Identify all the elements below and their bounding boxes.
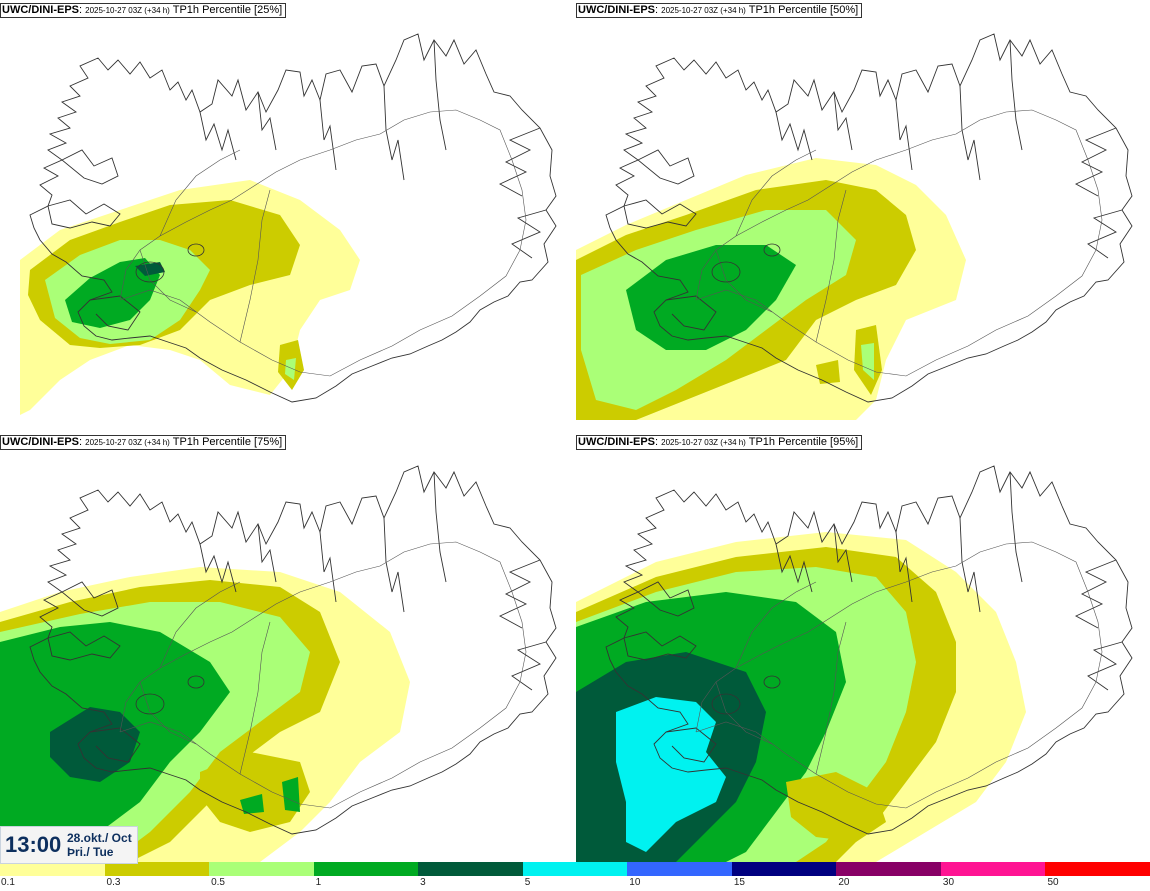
valid-time-clock: 13:00 [5, 832, 62, 857]
panel-title-p95: UWC/DINI-EPS: 2025-10-27 03Z (+34 h) TP1… [576, 435, 863, 450]
model-label: UWC/DINI-EPS [578, 436, 655, 448]
colorbar-tick-label: 20 [838, 877, 850, 888]
colorbar-tick-label: 50 [1047, 877, 1059, 888]
colorbar-segment [731, 862, 837, 876]
precip-map-p75 [0, 465, 557, 862]
precip-map-p95 [576, 465, 1133, 862]
map-panel-p25: UWC/DINI-EPS: 2025-10-27 03Z (+34 h) TP1… [0, 0, 574, 430]
model-label: UWC/DINI-EPS [578, 4, 655, 16]
colorbar-ticks: 0.1 0.3 0.5 1 3 5 10 15 20 30 50 [0, 876, 1150, 891]
colorbar-segment [940, 862, 1046, 876]
model-label: UWC/DINI-EPS [2, 436, 79, 448]
precip-field-p25 [20, 180, 360, 415]
field-label: TP1h Percentile [25%] [172, 4, 283, 16]
colorbar-segment [836, 862, 941, 876]
map-panel-p95: UWC/DINI-EPS: 2025-10-27 03Z (+34 h) TP1… [576, 432, 1150, 862]
run-label: 2025-10-27 03Z (+34 h) [85, 438, 170, 447]
colorbar-tick-label: 3 [420, 877, 426, 888]
precip-map-p25 [20, 33, 557, 415]
panel-title-p50: UWC/DINI-EPS: 2025-10-27 03Z (+34 h) TP1… [576, 3, 863, 18]
run-label: 2025-10-27 03Z (+34 h) [85, 6, 170, 15]
precip-colorbar [0, 862, 1150, 876]
precip-field-p75 [0, 567, 410, 862]
colorbar-tick-label: 15 [733, 877, 745, 888]
precip-field-p95 [576, 532, 1026, 862]
colorbar-tick-label: 0.1 [1, 877, 15, 888]
valid-time-box: 13:00 28.okt./ Oct Þri./ Tue [0, 826, 138, 864]
run-label: 2025-10-27 03Z (+34 h) [661, 6, 746, 15]
colorbar-tick-label: 0.3 [106, 877, 121, 888]
colorbar-segment [104, 862, 210, 876]
precip-field-p50 [576, 158, 966, 420]
panel-title-p25: UWC/DINI-EPS: 2025-10-27 03Z (+34 h) TP1… [0, 3, 287, 18]
model-label: UWC/DINI-EPS [2, 4, 79, 16]
colorbar-segment [209, 862, 314, 876]
colorbar-segment [627, 862, 732, 876]
field-label: TP1h Percentile [75%] [172, 436, 283, 448]
colorbar-segment [418, 862, 523, 876]
precip-map-p50 [576, 33, 1133, 420]
valid-date-line: 28.okt./ Oct [67, 831, 132, 845]
panel-title-p75: UWC/DINI-EPS: 2025-10-27 03Z (+34 h) TP1… [0, 435, 287, 450]
colorbar-tick-label: 1 [315, 877, 322, 888]
colorbar-segment [522, 862, 628, 876]
colorbar-segment [0, 862, 105, 876]
colorbar-tick-label: 0.5 [211, 877, 225, 888]
colorbar-segment [313, 862, 419, 876]
field-label: TP1h Percentile [95%] [748, 436, 859, 448]
map-panel-p50: UWC/DINI-EPS: 2025-10-27 03Z (+34 h) TP1… [576, 0, 1150, 430]
colorbar-tick-label: 10 [629, 877, 641, 888]
valid-day-line: Þri./ Tue [67, 845, 114, 859]
colorbar-segment [1045, 862, 1150, 876]
valid-time-date: 28.okt./ Oct Þri./ Tue [67, 831, 132, 859]
colorbar-tick-label: 30 [942, 877, 955, 888]
field-label: TP1h Percentile [50%] [748, 4, 859, 16]
map-panel-p75: UWC/DINI-EPS: 2025-10-27 03Z (+34 h) TP1… [0, 432, 574, 862]
run-label: 2025-10-27 03Z (+34 h) [661, 438, 746, 447]
colorbar-tick-label: 5 [524, 877, 531, 888]
